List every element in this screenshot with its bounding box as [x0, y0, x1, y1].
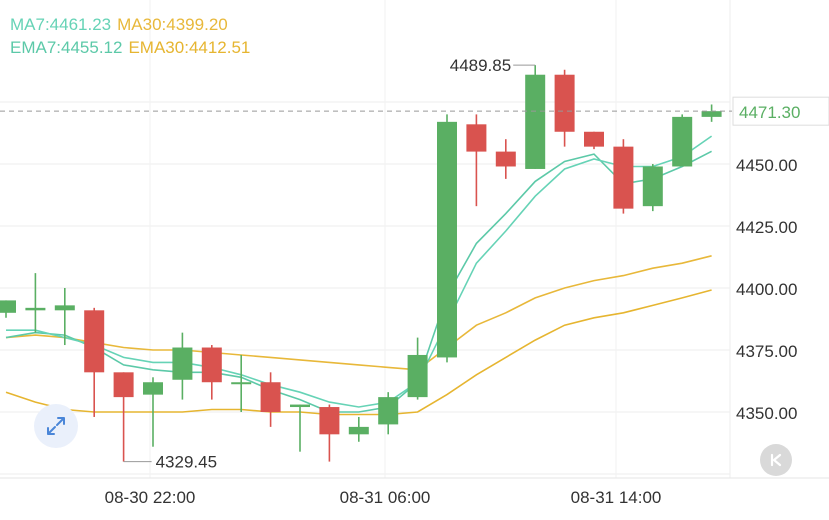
candle-body: [0, 300, 16, 313]
legend-ma30: MA30:4399.20: [117, 15, 228, 34]
ema-legend: EMA7:4455.12 EMA30:4412.51: [10, 38, 256, 58]
candle-body: [260, 382, 281, 412]
candle-body: [113, 372, 134, 398]
candle-body: [172, 347, 193, 380]
x-tick-label: 08-30 22:00: [105, 488, 196, 507]
y-tick-label: 4400.00: [736, 280, 797, 299]
y-tick-label: 4450.00: [736, 156, 797, 175]
series-line-ma30: [5, 255, 712, 371]
candle-body: [201, 347, 222, 383]
legend-ema30: EMA30:4412.51: [128, 38, 251, 57]
y-tick-label: 4350.00: [736, 404, 797, 423]
candle-body: [437, 121, 457, 358]
candle-body: [25, 307, 46, 311]
candle-body: [378, 397, 399, 425]
scroll-to-latest-button[interactable]: [760, 444, 792, 476]
candle-body: [348, 426, 369, 435]
candle-body: [701, 111, 722, 117]
candle-body: [319, 407, 340, 435]
last-price-label: 4471.30: [739, 103, 800, 122]
legend-ma7: MA7:4461.23: [10, 15, 112, 34]
candle-body: [407, 354, 428, 398]
candle-body: [613, 146, 634, 209]
x-tick-label: 08-31 14:00: [571, 488, 662, 507]
chevron-left-double-icon: [770, 453, 782, 467]
y-tick-label: 4425.00: [736, 218, 797, 237]
y-tick-label: 4375.00: [736, 342, 797, 361]
candle-body: [143, 382, 163, 395]
candle-body: [554, 74, 575, 132]
expand-arrows-icon: [47, 417, 65, 435]
candle-body: [495, 151, 516, 167]
ma-legend: MA7:4461.23 MA30:4399.20: [10, 15, 234, 35]
candle-body: [642, 166, 663, 207]
last-price-box: [732, 96, 829, 126]
low-price-label: 4329.45: [156, 453, 217, 472]
candle-body: [290, 404, 310, 408]
candle-body: [584, 131, 604, 147]
legend-ema7: EMA7:4455.12: [10, 38, 123, 57]
candle-body: [672, 116, 693, 167]
series-line-ema7: [5, 150, 712, 413]
x-tick-label: 08-31 06:00: [340, 488, 431, 507]
series-line-ma7: [6, 135, 713, 408]
candle-body: [231, 382, 252, 385]
candle-body: [525, 74, 546, 169]
candle-body: [466, 124, 487, 152]
candle-body: [54, 305, 75, 311]
candle-body: [84, 310, 105, 373]
high-price-label: 4489.85: [450, 56, 511, 75]
expand-button[interactable]: [34, 404, 78, 448]
